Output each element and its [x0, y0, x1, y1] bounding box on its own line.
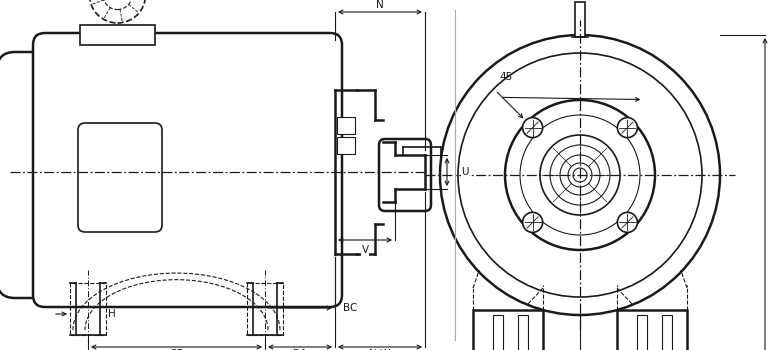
Bar	[473, 310, 543, 350]
Bar	[247, 283, 283, 335]
Bar	[575, 2, 585, 37]
FancyBboxPatch shape	[379, 139, 431, 211]
Bar	[662, 315, 672, 350]
Bar	[337, 117, 355, 134]
Text: 2F: 2F	[170, 349, 183, 350]
Text: H: H	[108, 309, 116, 319]
Bar	[337, 137, 355, 154]
Text: BA: BA	[293, 349, 307, 350]
Circle shape	[520, 115, 640, 235]
Text: N-W: N-W	[369, 349, 391, 350]
Text: BC: BC	[343, 303, 357, 313]
Circle shape	[573, 168, 587, 182]
Circle shape	[90, 0, 145, 23]
Bar	[80, 25, 155, 45]
Circle shape	[522, 212, 543, 232]
Text: 45: 45	[499, 72, 512, 82]
Bar	[70, 283, 106, 335]
Bar	[518, 315, 528, 350]
FancyBboxPatch shape	[0, 52, 78, 298]
Circle shape	[505, 100, 655, 250]
FancyBboxPatch shape	[78, 123, 162, 232]
Bar	[617, 310, 687, 350]
Bar	[493, 315, 503, 350]
Text: V: V	[362, 245, 369, 255]
Bar	[637, 315, 647, 350]
FancyBboxPatch shape	[33, 33, 342, 307]
Circle shape	[522, 118, 543, 138]
Circle shape	[440, 35, 720, 315]
Circle shape	[617, 212, 637, 232]
Circle shape	[617, 118, 637, 138]
Circle shape	[458, 53, 702, 297]
Text: U: U	[462, 167, 468, 177]
Circle shape	[550, 145, 610, 205]
Circle shape	[103, 0, 132, 9]
Circle shape	[540, 135, 620, 215]
Circle shape	[560, 155, 600, 195]
Circle shape	[568, 163, 592, 187]
Text: N: N	[376, 0, 384, 10]
